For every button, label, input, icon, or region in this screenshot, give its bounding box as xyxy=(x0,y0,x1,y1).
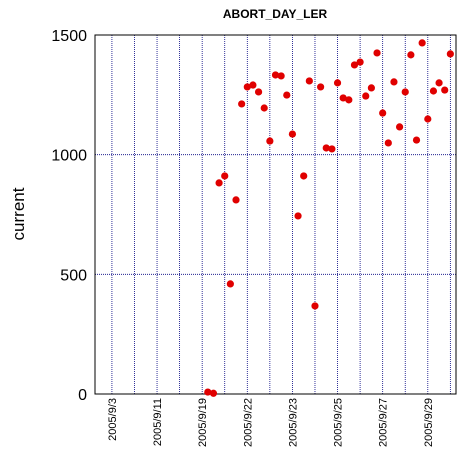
point xyxy=(418,39,426,47)
point xyxy=(356,58,364,66)
point xyxy=(221,172,229,180)
point xyxy=(362,92,370,100)
point xyxy=(254,88,263,96)
point xyxy=(249,81,257,89)
point xyxy=(317,83,325,91)
point xyxy=(424,115,432,123)
x-tick-label: 2005/9/22 xyxy=(242,398,254,447)
point xyxy=(384,139,392,147)
x-tick-label: 2005/9/19 xyxy=(197,398,209,447)
point xyxy=(339,94,347,102)
point xyxy=(226,280,234,288)
point xyxy=(412,136,421,144)
point xyxy=(243,83,251,91)
point xyxy=(395,123,404,131)
point xyxy=(390,78,398,86)
point xyxy=(407,51,415,59)
point xyxy=(277,72,285,80)
point xyxy=(345,96,353,104)
x-tick-label: 2005/9/29 xyxy=(423,398,435,447)
point xyxy=(446,50,454,58)
point xyxy=(232,196,240,204)
point xyxy=(305,77,313,85)
point xyxy=(271,71,280,79)
point xyxy=(260,104,268,112)
point xyxy=(288,130,297,138)
x-tick-label: 2005/9/11 xyxy=(152,398,164,446)
point xyxy=(238,100,246,108)
point xyxy=(333,79,342,87)
x-tick-label: 2005/9/25 xyxy=(333,398,345,447)
point xyxy=(209,389,218,397)
point xyxy=(373,49,381,57)
x-tick-label: 2005/9/27 xyxy=(378,398,390,447)
x-tick-label: 2005/9/23 xyxy=(287,398,299,447)
point xyxy=(300,172,308,180)
point xyxy=(379,109,387,117)
y-axis-label: current xyxy=(9,187,28,240)
y-tick-label: 500 xyxy=(60,267,87,284)
point xyxy=(283,91,291,99)
point xyxy=(350,61,359,69)
point xyxy=(441,86,449,94)
point xyxy=(435,79,443,87)
point xyxy=(328,145,336,153)
point xyxy=(401,88,409,96)
plot-frame xyxy=(94,34,457,395)
chart-title: ABORT_DAY_LER xyxy=(223,7,328,21)
point xyxy=(311,302,319,310)
point xyxy=(204,388,212,396)
point xyxy=(322,144,330,152)
y-tick-label: 1000 xyxy=(51,148,87,165)
point xyxy=(215,179,223,187)
point xyxy=(367,84,375,92)
y-tick-label: 1500 xyxy=(51,28,87,45)
x-tick-label: 2005/9/3 xyxy=(107,398,119,441)
point xyxy=(266,137,274,145)
point xyxy=(429,87,438,95)
y-tick-label: 0 xyxy=(78,387,87,404)
point xyxy=(294,212,302,220)
